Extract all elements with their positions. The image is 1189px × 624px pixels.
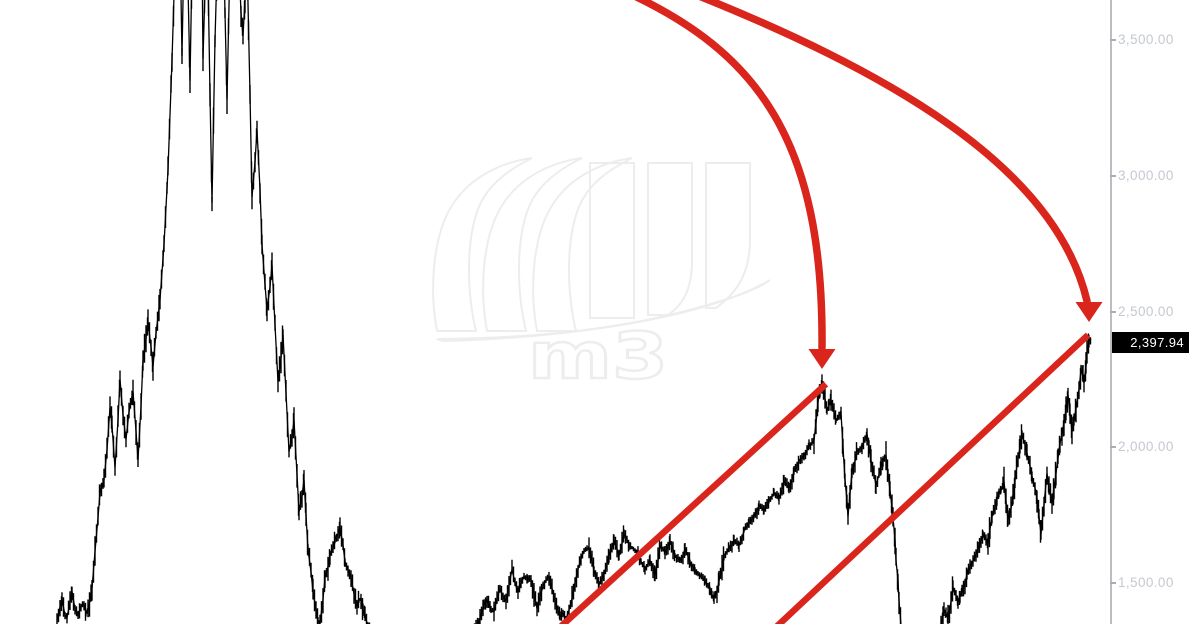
watermark-sail-1: [432, 157, 533, 332]
y-axis-tick-dash: [1110, 39, 1116, 41]
watermark-sail-3: [532, 157, 633, 332]
curved-arrow-first-peak-head[interactable]: [808, 349, 836, 369]
y-axis-label: 2,000.00: [1118, 439, 1174, 455]
y-axis-tick-dash: [1110, 174, 1116, 177]
price-series-line: [56, 0, 1092, 624]
y-axis-label: 1,500.00: [1118, 575, 1174, 590]
last-price-badge: 2,397.94: [1112, 332, 1189, 354]
curved-arrow-first-peak[interactable]: [626, 0, 826, 352]
price-series-bars: [56, 0, 1092, 624]
watermark-panel-1: [589, 162, 635, 319]
curved-arrow-second-peak[interactable]: [689, 0, 1091, 305]
motivewave-watermark-logo: m3: [432, 157, 771, 395]
watermark-m3-text: m3: [528, 320, 668, 394]
watermark-panel-2: [647, 162, 693, 316]
y-axis-tick-dash: [1110, 446, 1116, 449]
y-axis-tick-dash: [1110, 582, 1116, 584]
trendline-to-first-peak[interactable]: [557, 381, 829, 624]
watermark-swoosh: [436, 279, 771, 343]
y-axis-label: 2,500.00: [1118, 303, 1174, 319]
watermark-sail-2: [482, 157, 583, 332]
curved-arrow-second-peak-head[interactable]: [1075, 302, 1103, 322]
arrow-annotations[interactable]: [626, 0, 1103, 369]
watermark-panel-3: [705, 162, 751, 309]
y-axis-tick-dash: [1110, 310, 1116, 313]
y-axis-label: 3,000.00: [1118, 167, 1174, 183]
y-axis[interactable]: 3,500.00 3,000.00 2,500.00 2,000.00 1,500.00: [1110, 0, 1189, 624]
trendline-annotations[interactable]: [557, 332, 1091, 624]
y-axis-label: 3,500.00: [1118, 32, 1174, 47]
trendline-to-second-peak[interactable]: [773, 332, 1091, 624]
